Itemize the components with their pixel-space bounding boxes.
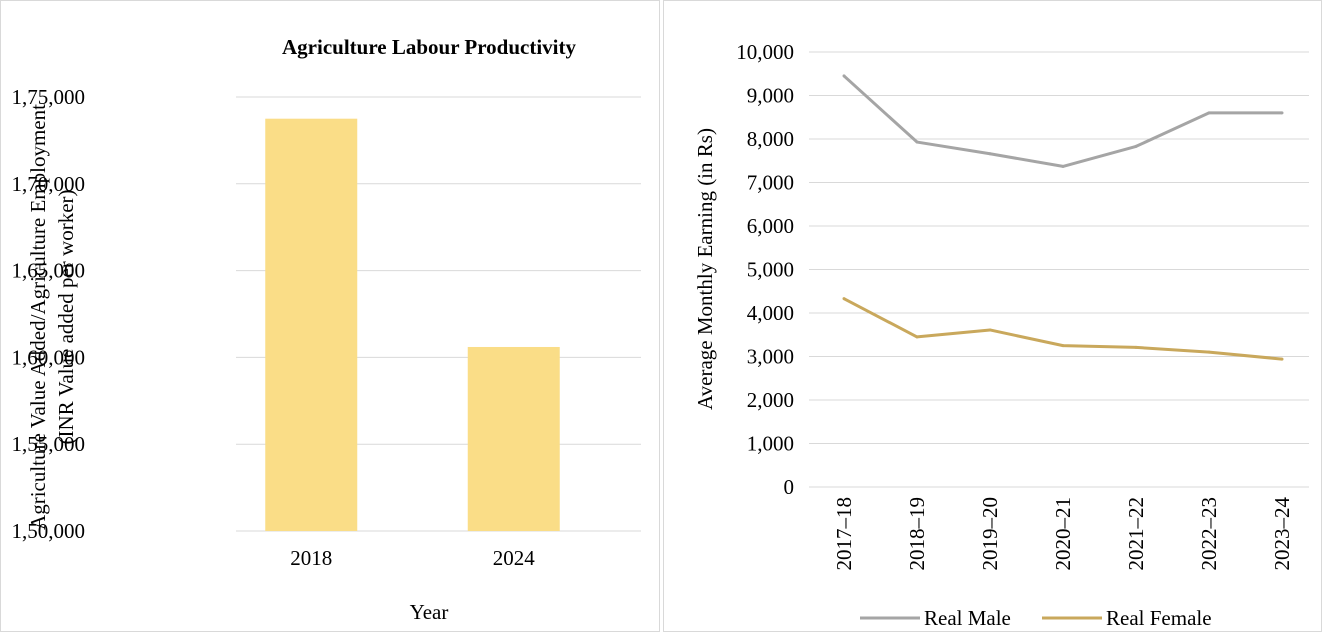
x-tick-label: 2024 [493,546,536,570]
data-point [842,74,846,78]
data-point [1280,357,1284,361]
data-point [915,335,919,339]
y-tick-label: 8,000 [747,127,794,151]
y-tick-label: 1,70,000 [12,172,86,196]
labour-productivity-chart: 1,50,000 1,55,000 1,60,000 1,65,000 1,70,000… [0,0,660,632]
data-point [1061,164,1065,168]
y-tick-label: 10,000 [736,40,794,64]
y-tick-label: 1,65,000 [12,259,86,283]
y-tick-label: 3,000 [747,345,794,369]
x-axis-title: Year [410,600,449,624]
x-tick-label: 2018–19 [905,497,929,571]
y-tick-label: 9,000 [747,84,794,108]
legend-label: Real Female [1106,606,1212,630]
y-tick-label: 1,75,000 [12,85,86,109]
y-tick-label: 1,55,000 [12,432,86,456]
y-tick-label: 6,000 [747,214,794,238]
y-tick-label: 0 [784,475,795,499]
x-tick-label: 2022–23 [1197,497,1221,571]
y-tick-label: 1,60,000 [12,345,86,369]
data-point [988,328,992,332]
data-point [842,297,846,301]
x-tick-label: 2023–24 [1270,497,1294,571]
x-tick-label: 2018 [290,546,332,570]
data-point [915,140,919,144]
y-axis-title: Average Monthly Earning (in Rs) [693,128,717,410]
bar [265,118,358,531]
y-tick-label: 2,000 [747,388,794,412]
series-line [843,297,1283,361]
data-point [988,152,992,156]
data-point [1134,345,1138,349]
x-tick-label: 2020–21 [1051,497,1075,571]
y-tick-label: 4,000 [747,301,794,325]
legend-label: Real Male [924,606,1011,630]
labour-productivity-svg: 1,50,000 1,55,000 1,60,000 1,65,000 1,70,000… [12,35,641,624]
y-axis-title-line-2: (INR Value added per worker) [54,189,78,444]
monthly-earning-svg: 0 1,000 2,000 3,000 4,000 5,000 6,000 7,000 8,00… [693,40,1309,630]
data-point [1280,111,1284,115]
x-tick-label: 2019–20 [978,497,1002,571]
monthly-earning-chart: 0 1,000 2,000 3,000 4,000 5,000 6,000 7,000 8,00… [663,0,1322,632]
x-tick-label: 2017–18 [832,497,856,571]
y-tick-label: 5,000 [747,258,794,282]
y-axis-title-line-1: Agriculture Value Added/Agriculture Empl… [26,104,50,530]
data-point [1207,111,1211,115]
data-point [1061,344,1065,348]
bar [467,346,560,531]
y-tick-label: 7,000 [747,171,794,195]
y-tick-label: 1,50,000 [12,519,86,543]
series-line [842,74,1282,168]
y-tick-label: 1,000 [747,432,794,456]
x-tick-label: 2021–22 [1124,497,1148,571]
data-point [1134,144,1138,148]
chart-title: Agriculture Labour Productivity [282,35,577,59]
data-point [1207,350,1211,354]
